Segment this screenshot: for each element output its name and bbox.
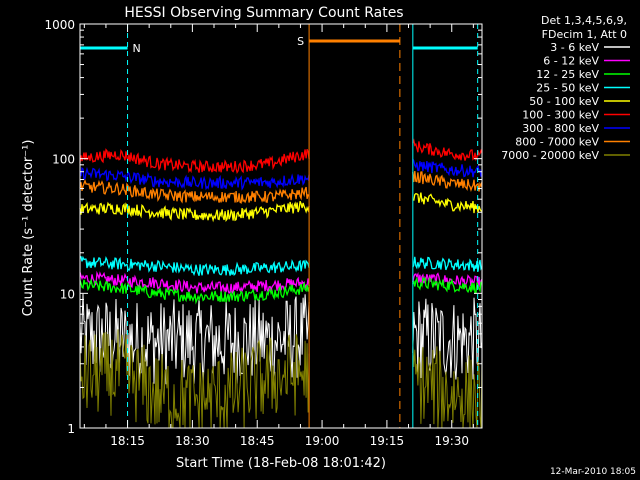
y-tick-label: 1000 bbox=[44, 18, 75, 32]
legend-entry-label: 50 - 100 keV bbox=[529, 95, 599, 108]
series-line bbox=[79, 293, 310, 385]
series-line bbox=[412, 340, 483, 429]
saa-marker-label: S bbox=[297, 35, 304, 48]
y-tick-label: 1 bbox=[67, 422, 75, 436]
y-axis-label: Count Rate (s⁻¹ detector⁻¹) bbox=[21, 140, 36, 317]
series-line bbox=[79, 200, 310, 223]
series-line bbox=[412, 171, 483, 192]
x-tick-label: 18:30 bbox=[175, 434, 210, 448]
series-line bbox=[79, 255, 310, 277]
series-line bbox=[79, 329, 310, 429]
series-line bbox=[79, 178, 310, 204]
series-line bbox=[412, 297, 483, 380]
series-line bbox=[412, 138, 483, 162]
legend-entry-label: 25 - 50 keV bbox=[536, 82, 599, 95]
legend: Det 1,3,4,5,6,9, FDecim 1, Att 0 3 - 6 k… bbox=[501, 14, 630, 162]
legend-entry-label: 300 - 800 keV bbox=[522, 122, 599, 135]
x-tick-label: 18:15 bbox=[110, 434, 145, 448]
axes: 18:15 18:30 18:45 19:00 19:15 19:30 1 10 100 1000 bbox=[44, 18, 482, 448]
series-line bbox=[79, 166, 310, 191]
series-line bbox=[412, 271, 483, 289]
legend-entry-label: 100 - 300 keV bbox=[522, 109, 599, 122]
series-line bbox=[412, 158, 483, 178]
x-tick-label: 19:15 bbox=[370, 434, 405, 448]
series-line bbox=[412, 256, 483, 272]
footer-date: 12-Mar-2010 18:05 bbox=[550, 467, 636, 477]
legend-entry-label: 3 - 6 keV bbox=[550, 41, 599, 54]
plot-frame bbox=[79, 23, 483, 429]
legend-header-line-2: FDecim 1, Att 0 bbox=[542, 28, 627, 41]
legend-entry-label: 6 - 12 keV bbox=[543, 55, 599, 68]
legend-entry-label: 7000 - 20000 keV bbox=[501, 149, 599, 162]
series-line bbox=[79, 270, 310, 296]
y-tick-label: 100 bbox=[52, 153, 75, 167]
chart-title: HESSI Observing Summary Count Rates bbox=[124, 5, 403, 21]
plot-marks: NS bbox=[79, 24, 483, 429]
series-line bbox=[79, 278, 310, 305]
night-marker-label: N bbox=[133, 42, 141, 55]
series-line bbox=[412, 276, 483, 294]
x-tick-label: 18:45 bbox=[240, 434, 275, 448]
y-tick-label: 10 bbox=[60, 287, 75, 301]
series-line bbox=[412, 192, 483, 214]
legend-header-line-1: Det 1,3,4,5,6,9, bbox=[541, 14, 627, 27]
x-tick-label: 19:30 bbox=[434, 434, 469, 448]
legend-entry-label: 800 - 7000 keV bbox=[515, 136, 599, 149]
series-line bbox=[79, 148, 310, 175]
x-tick-label: 19:00 bbox=[305, 434, 340, 448]
legend-entry-label: 12 - 25 keV bbox=[536, 68, 599, 81]
x-axis-label: Start Time (18-Feb-08 18:01:42) bbox=[176, 456, 386, 471]
